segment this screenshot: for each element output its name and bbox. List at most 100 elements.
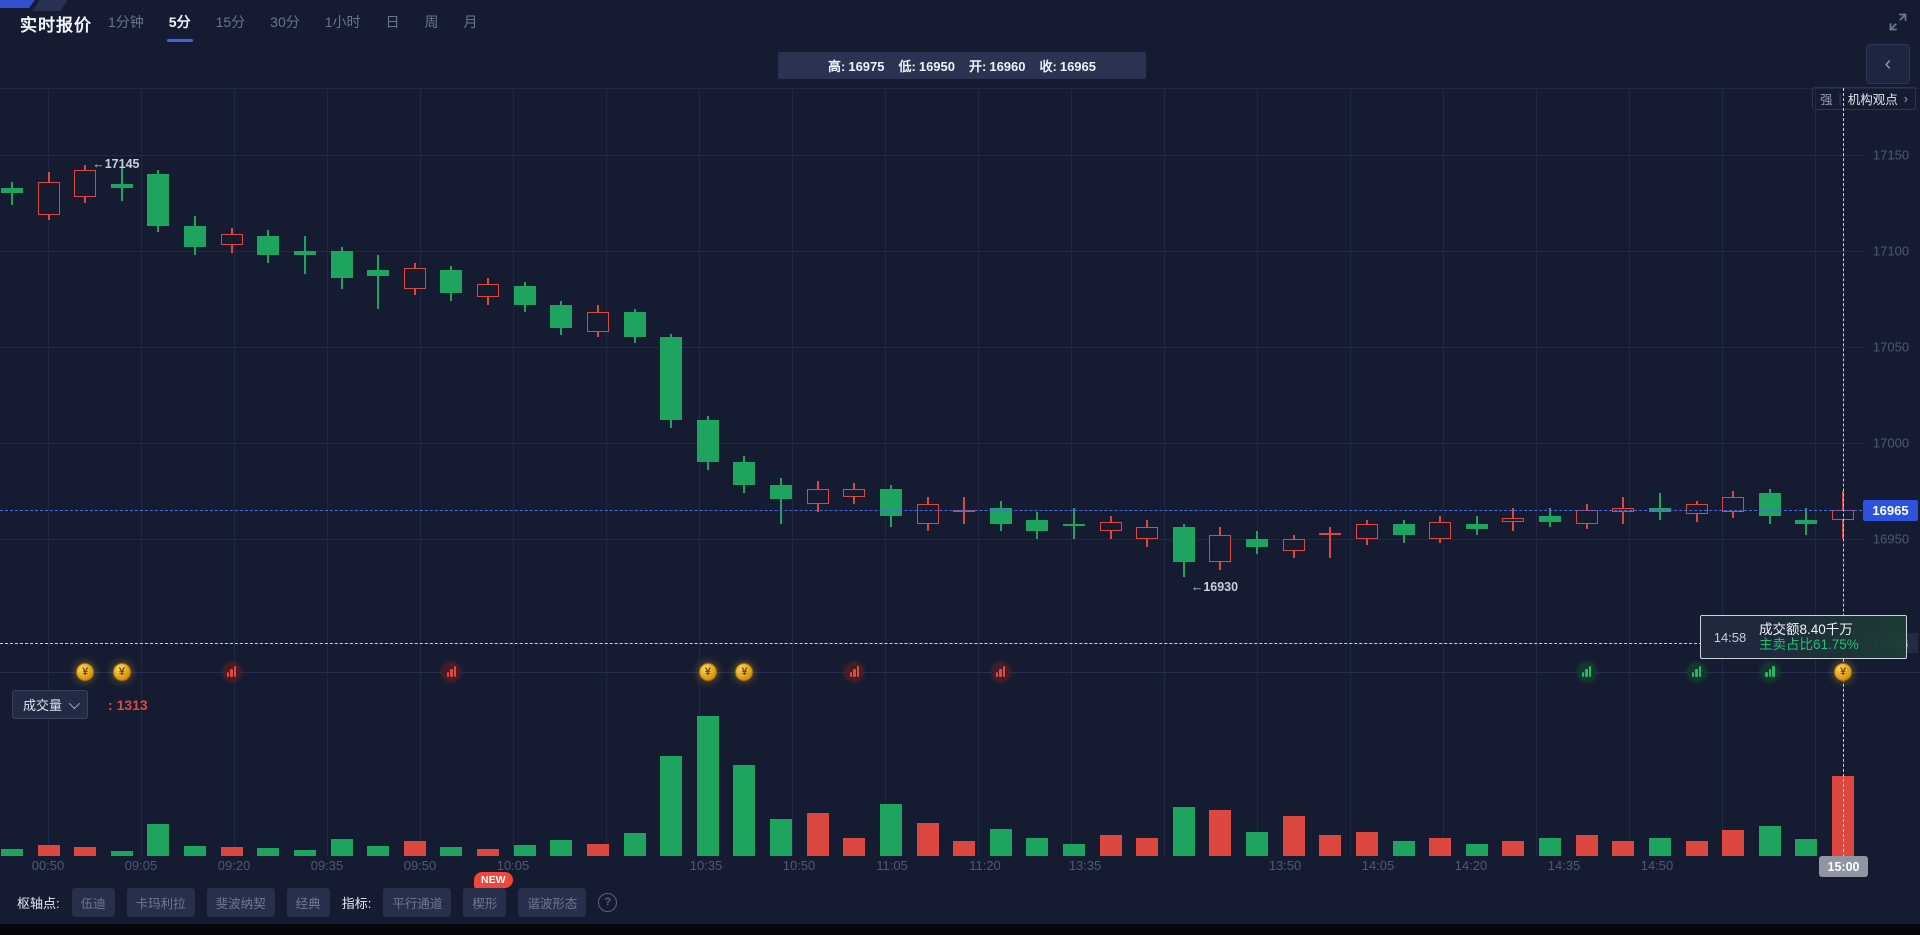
gridline-vertical	[1071, 88, 1072, 856]
indicator-button-谐波形态[interactable]: 谐波形态	[518, 887, 587, 917]
volume-bar	[696, 716, 719, 856]
volume-bar	[550, 840, 573, 856]
tab-1分钟[interactable]: 1分钟	[108, 14, 144, 30]
collapse-panel-button[interactable]: ‹	[1866, 44, 1910, 84]
candle-body	[220, 233, 243, 246]
volume-bar	[1062, 843, 1085, 856]
volume-bar	[1722, 830, 1745, 856]
green-bars-marker-icon[interactable]	[1760, 663, 1779, 681]
new-badge: NEW	[474, 872, 513, 888]
gridline-vertical	[513, 88, 514, 856]
coin-marker-icon[interactable]: ¥	[1834, 663, 1852, 681]
tab-月[interactable]: 月	[463, 14, 478, 30]
candle-body	[1099, 521, 1122, 532]
volume-bar	[953, 840, 976, 856]
gridline-vertical	[606, 88, 607, 856]
drawing-toolbar: 枢轴点: 伍迪 卡玛利拉 斐波纳契 经典 指标: 平行通道 楔形 谐波形态 NEW ?	[17, 872, 618, 917]
indicator-label: 指标:	[341, 895, 372, 911]
red-bars-marker-icon[interactable]	[222, 663, 241, 681]
gridline-vertical	[234, 88, 235, 856]
candle-body	[147, 174, 170, 227]
candle-body	[403, 268, 426, 290]
gridline-vertical	[1257, 88, 1258, 856]
gridline-vertical	[420, 88, 421, 856]
green-bars-marker-icon[interactable]	[1577, 663, 1596, 681]
tab-15分[interactable]: 15分	[215, 14, 246, 30]
candle-body	[37, 181, 60, 215]
candle-body	[1172, 527, 1195, 563]
candle-body	[1722, 496, 1745, 513]
pivot-button-伍迪[interactable]: 伍迪	[71, 887, 115, 917]
candle-wick	[377, 254, 380, 309]
candle-body	[1026, 519, 1049, 532]
divider: |	[1838, 91, 1842, 106]
candle-body	[367, 270, 390, 276]
volume-indicator-label: 成交量	[23, 698, 63, 713]
institution-view-link[interactable]: 强 | 机构观点 ›	[1812, 87, 1917, 110]
volume-bar	[1, 848, 23, 856]
chevron-left-icon: ‹	[1884, 52, 1892, 75]
candle-body	[770, 485, 793, 499]
tab-日[interactable]: 日	[385, 14, 400, 30]
price-axis-label: 16950	[1872, 531, 1910, 547]
time-axis-label: 13:50	[1268, 858, 1302, 873]
volume-bar	[989, 828, 1012, 856]
coin-marker-icon[interactable]: ¥	[76, 663, 95, 681]
volume-bar	[1502, 840, 1525, 856]
timeframe-tabs: 1分钟 5分 15分 30分 1小时 日 周 月	[108, 0, 478, 44]
last-price-dashed-line	[0, 510, 1862, 511]
gridline-vertical	[885, 88, 886, 856]
gridline-vertical	[1722, 88, 1723, 856]
volume-bar	[257, 848, 280, 856]
volume-bar	[623, 832, 646, 856]
volume-bar	[367, 845, 390, 856]
gridline-vertical	[327, 88, 328, 856]
volume-bar	[1172, 807, 1195, 856]
volume-bar	[1392, 840, 1415, 856]
candle-body	[1, 187, 23, 194]
candle-body	[1319, 533, 1342, 536]
coin-marker-icon[interactable]: ¥	[735, 663, 754, 681]
help-icon[interactable]: ?	[598, 892, 618, 912]
pivot-button-卡玛利拉[interactable]: 卡玛利拉	[126, 887, 195, 917]
gridline-vertical	[1815, 88, 1816, 856]
tooltip-turnover: 成交额8.40千万	[1759, 622, 1853, 637]
volume-indicator-dropdown[interactable]: 成交量	[12, 690, 89, 719]
time-axis-label: 10:50	[782, 858, 816, 873]
volume-bar	[1246, 831, 1269, 856]
pivot-button-斐波纳契[interactable]: 斐波纳契	[206, 887, 275, 917]
indicator-button-平行通道[interactable]: 平行通道	[383, 887, 452, 917]
tab-周[interactable]: 周	[424, 14, 439, 30]
green-bars-marker-icon[interactable]	[1687, 663, 1706, 681]
indicator-button-楔形[interactable]: 楔形	[463, 887, 507, 917]
tab-30分[interactable]: 30分	[270, 14, 300, 30]
red-bars-marker-icon[interactable]	[845, 663, 864, 681]
volume-bar	[1136, 837, 1159, 856]
ohlc-item: 低: 16950	[898, 59, 956, 74]
candle-body	[1758, 492, 1781, 516]
coin-marker-icon[interactable]: ¥	[112, 663, 131, 681]
candle-body	[1392, 523, 1415, 536]
coin-marker-icon[interactable]: ¥	[698, 663, 717, 681]
time-axis-label: 14:20	[1454, 858, 1488, 873]
red-bars-marker-icon[interactable]	[991, 663, 1010, 681]
candle-body	[293, 251, 316, 255]
expand-icon[interactable]	[1888, 12, 1908, 32]
crosshair-vertical-line	[1843, 88, 1844, 857]
candle-body	[440, 270, 463, 294]
volume-bar	[660, 755, 683, 856]
tooltip-sell-ratio: 主卖占比61.75%	[1759, 637, 1859, 652]
tab-1小时[interactable]: 1小时	[324, 14, 361, 30]
volume-bar	[879, 804, 902, 856]
candle-body	[953, 510, 976, 513]
red-bars-marker-icon[interactable]	[442, 663, 461, 681]
price-annotation: ←17145	[92, 156, 140, 171]
pivot-button-经典[interactable]: 经典	[286, 887, 330, 917]
gridline-horizontal	[0, 347, 1862, 348]
indicator-buttons: 平行通道 楔形 谐波形态	[383, 887, 587, 917]
volume-bar	[1648, 837, 1671, 856]
gridline-horizontal	[0, 539, 1862, 540]
tab-5分[interactable]: 5分	[169, 0, 191, 45]
